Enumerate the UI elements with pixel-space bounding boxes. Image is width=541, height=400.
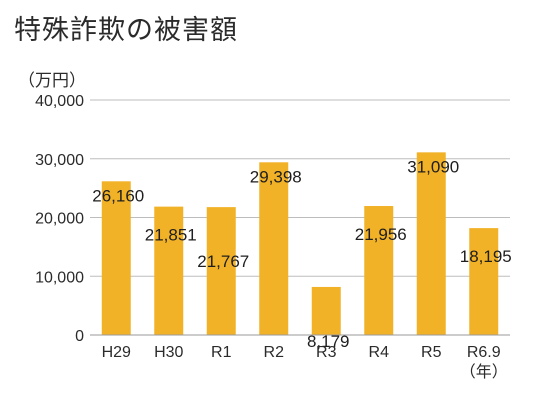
y-tick-label: 40,000 bbox=[35, 93, 84, 110]
bar bbox=[364, 206, 394, 335]
bar bbox=[101, 181, 131, 335]
data-label: 21,767 bbox=[197, 252, 249, 271]
bar bbox=[154, 206, 184, 335]
y-tick-label: 20,000 bbox=[35, 211, 84, 228]
chart-title: 特殊詐欺の被害額 bbox=[14, 15, 238, 46]
x-tick-label: R2 bbox=[264, 344, 285, 361]
data-label: 21,851 bbox=[145, 226, 197, 245]
bar bbox=[469, 228, 499, 335]
bar bbox=[416, 152, 446, 335]
x-tick-label: R5 bbox=[421, 344, 442, 361]
data-label: 18,195 bbox=[460, 247, 512, 266]
x-tick-label: H30 bbox=[154, 344, 183, 361]
bar bbox=[206, 207, 236, 335]
x-tick-label: H29 bbox=[102, 344, 131, 361]
x-tick-label: R4 bbox=[369, 344, 390, 361]
bar bbox=[311, 286, 341, 335]
x-tick-label: R1 bbox=[211, 344, 232, 361]
x-tick-label: R3 bbox=[316, 344, 337, 361]
y-tick-label: 0 bbox=[75, 328, 84, 345]
data-label: 26,160 bbox=[92, 186, 144, 205]
y-tick-label: 10,000 bbox=[35, 269, 84, 286]
x-tick-label: R6.9 bbox=[467, 344, 501, 361]
bar bbox=[259, 162, 289, 335]
data-label: 21,956 bbox=[355, 225, 407, 244]
data-label: 8,179 bbox=[307, 332, 350, 351]
data-label: 29,398 bbox=[250, 167, 302, 186]
y-axis-unit: （万円） bbox=[18, 71, 86, 91]
x-axis-unit: （年） bbox=[460, 363, 508, 381]
y-tick-label: 30,000 bbox=[35, 152, 84, 169]
data-label: 31,090 bbox=[407, 157, 459, 176]
